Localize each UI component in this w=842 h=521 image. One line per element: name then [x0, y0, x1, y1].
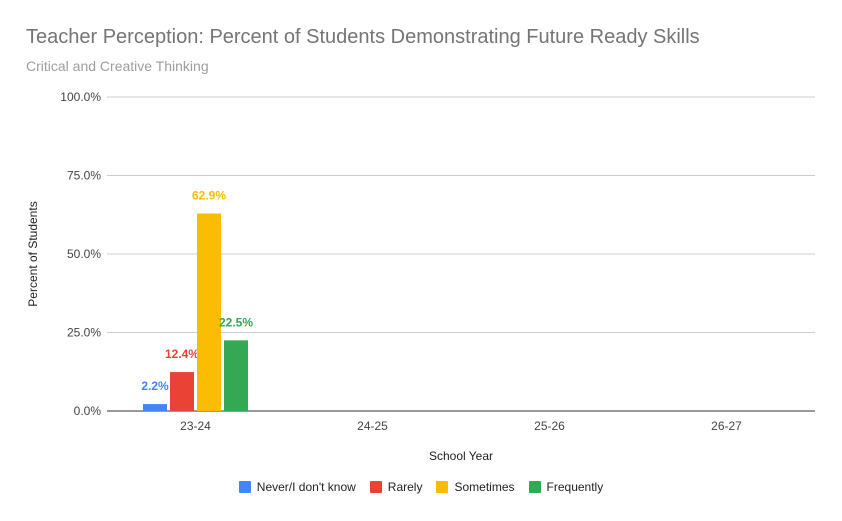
- bar: [170, 372, 194, 411]
- legend-label: Frequently: [546, 480, 604, 494]
- legend-item: Never/I don't know: [238, 480, 356, 494]
- y-tick-label: 75.0%: [67, 169, 101, 183]
- x-tick-label: 23-24: [180, 419, 211, 433]
- legend-swatch: [528, 481, 541, 493]
- legend-swatch: [369, 481, 382, 493]
- bar: [224, 340, 248, 411]
- x-axis-label: School Year: [429, 449, 493, 463]
- legend-label: Sometimes: [454, 480, 515, 494]
- y-tick-label: 0.0%: [74, 404, 102, 418]
- bar: [197, 213, 221, 411]
- y-tick-label: 100.0%: [60, 90, 101, 104]
- data-label: 2.2%: [141, 379, 169, 393]
- y-tick-label: 25.0%: [67, 326, 101, 340]
- bar: [143, 404, 167, 411]
- x-tick-label: 24-25: [357, 419, 388, 433]
- legend-swatch: [238, 481, 251, 493]
- chart-title: Teacher Perception: Percent of Students …: [26, 26, 700, 48]
- legend-item: Sometimes: [436, 480, 515, 494]
- data-label: 22.5%: [219, 315, 253, 329]
- y-tick-label: 50.0%: [67, 247, 101, 261]
- y-axis-label: Percent of Students: [26, 201, 40, 306]
- legend-item: Frequently: [528, 480, 604, 494]
- data-label: 12.4%: [165, 347, 199, 361]
- x-tick-label: 26-27: [711, 419, 742, 433]
- legend-item: Rarely: [369, 480, 423, 494]
- legend: Never/I don't know Rarely Sometimes Frequen…: [0, 480, 842, 494]
- x-tick-label: 25-26: [534, 419, 565, 433]
- chart-subtitle: Critical and Creative Thinking: [26, 58, 209, 74]
- legend-label: Never/I don't know: [256, 480, 356, 494]
- legend-label: Rarely: [387, 480, 423, 494]
- legend-swatch: [436, 481, 449, 493]
- data-label: 62.9%: [192, 188, 226, 202]
